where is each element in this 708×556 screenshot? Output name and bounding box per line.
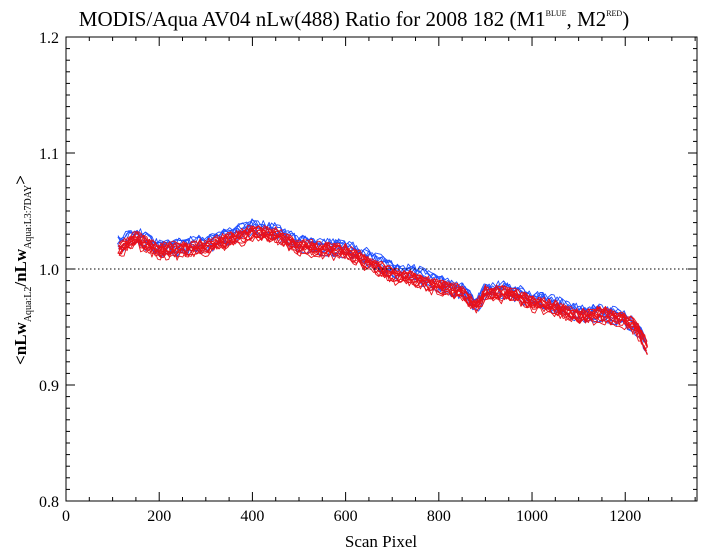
series-line-m2 xyxy=(118,225,648,347)
title-m2-superscript: RED xyxy=(606,9,622,18)
chart-title: MODIS/Aqua AV04 nLw(488) Ratio for 2008 … xyxy=(79,7,629,31)
series-line-m2 xyxy=(118,225,648,346)
x-axis-label: Scan Pixel xyxy=(345,532,418,551)
series-line-m2 xyxy=(118,233,648,355)
y-axis-label: <nLwAqua:L2/nLwAqua:L3:7DAY> xyxy=(11,175,34,365)
y-tick-label: 1.2 xyxy=(39,30,59,47)
x-tick-label: 400 xyxy=(240,508,264,525)
y-label-subscript-1: Aqua:L2 xyxy=(23,287,34,323)
x-tick-label: 0 xyxy=(62,508,70,525)
y-label-open: <nLw xyxy=(11,321,30,364)
y-label-mid: /nLw xyxy=(11,248,30,288)
series-line-m2 xyxy=(117,230,648,347)
y-label-subscript-2: Aqua:L3:7DAY xyxy=(23,185,34,249)
y-tick-label: 1.0 xyxy=(39,262,59,279)
series-line-m1 xyxy=(116,220,647,340)
y-tick-label: 0.9 xyxy=(39,378,59,395)
tick-layer: 0 200 400 600 800 1000 1200 0.8 0.9 1.0 1.1 1.2 xyxy=(39,30,697,525)
x-tick-label: 1000 xyxy=(516,508,548,525)
title-close: ) xyxy=(622,7,629,31)
x-tick-label: 200 xyxy=(147,508,171,525)
series-line-m1 xyxy=(117,219,648,343)
x-tick-label: 600 xyxy=(334,508,358,525)
title-m1-superscript: BLUE xyxy=(546,9,567,18)
y-tick-label: 1.1 xyxy=(39,146,59,163)
title-main: MODIS/Aqua AV04 nLw(488) Ratio for 2008 … xyxy=(79,7,546,31)
title-separator: , M2 xyxy=(567,7,607,31)
y-tick-label: 0.8 xyxy=(39,494,59,511)
x-tick-label: 800 xyxy=(427,508,451,525)
series-line-m1 xyxy=(117,223,647,343)
y-label-close: > xyxy=(11,175,30,185)
x-tick-label: 1200 xyxy=(609,508,641,525)
series-line-m1 xyxy=(118,220,648,346)
series-line-m2 xyxy=(117,229,647,349)
series-layer xyxy=(116,218,649,355)
